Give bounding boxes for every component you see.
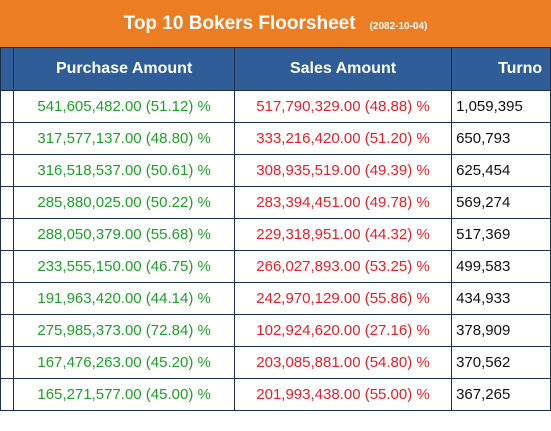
broker-cell — [0, 314, 15, 347]
turnover-cell: 370,562 — [451, 346, 551, 379]
turnover-cell: 1,059,395 — [451, 90, 551, 123]
turnover-cell: 569,274 — [451, 186, 551, 219]
table-row: 275,985,373.00 (72.84) % 102,924,620.00 (… — [0, 314, 551, 347]
table-row: 165,271,577.00 (45.00) % 201,993,438.00 (… — [0, 378, 551, 411]
column-header-turnover: Turno — [451, 47, 551, 91]
sales-amount-cell: 266,027,893.00 (53.25) % — [233, 250, 453, 283]
broker-cell — [0, 90, 15, 123]
table-row: 233,555,150.00 (46.75) % 266,027,893.00 (… — [0, 250, 551, 283]
sales-amount-cell: 229,318,951.00 (44.32) % — [233, 218, 453, 251]
purchase-amount-cell: 165,271,577.00 (45.00) % — [13, 378, 235, 411]
table-body: 541,605,482.00 (51.12) % 517,790,329.00 (… — [0, 90, 551, 411]
purchase-amount-cell: 316,518,537.00 (50.61) % — [13, 154, 235, 187]
turnover-cell: 367,265 — [451, 378, 551, 411]
sales-amount-cell: 308,935,519.00 (49.39) % — [233, 154, 453, 187]
broker-cell — [0, 250, 15, 283]
sales-amount-cell: 517,790,329.00 (48.88) % — [233, 90, 453, 123]
purchase-amount-cell: 275,985,373.00 (72.84) % — [13, 314, 235, 347]
broker-cell — [0, 378, 15, 411]
table-row: 285,880,025.00 (50.22) % 283,394,451.00 (… — [0, 186, 551, 219]
table-row: 167,476,263.00 (45.20) % 203,085,881.00 (… — [0, 346, 551, 379]
purchase-amount-cell: 288,050,379.00 (55.68) % — [13, 218, 235, 251]
turnover-cell: 650,793 — [451, 122, 551, 155]
turnover-cell: 517,369 — [451, 218, 551, 251]
column-header-broker — [0, 47, 15, 91]
sales-amount-cell: 203,085,881.00 (54.80) % — [233, 346, 453, 379]
purchase-amount-cell: 233,555,150.00 (46.75) % — [13, 250, 235, 283]
column-header-purchase: Purchase Amount — [13, 47, 235, 91]
broker-cell — [0, 154, 15, 187]
report-date: (2082-10-04) — [369, 20, 428, 32]
broker-cell — [0, 282, 15, 315]
table-row: 288,050,379.00 (55.68) % 229,318,951.00 (… — [0, 218, 551, 251]
title-bar: Top 10 Bokers Floorsheet (2082-10-04) — [0, 0, 551, 47]
purchase-amount-cell: 317,577,137.00 (48.80) % — [13, 122, 235, 155]
broker-cell — [0, 218, 15, 251]
table-row: 316,518,537.00 (50.61) % 308,935,519.00 (… — [0, 154, 551, 187]
sales-amount-cell: 102,924,620.00 (27.16) % — [233, 314, 453, 347]
turnover-cell: 434,933 — [451, 282, 551, 315]
sales-amount-cell: 242,970,129.00 (55.86) % — [233, 282, 453, 315]
broker-cell — [0, 122, 15, 155]
sales-amount-cell: 201,993,438.00 (55.00) % — [233, 378, 453, 411]
table-row: 317,577,137.00 (48.80) % 333,216,420.00 (… — [0, 122, 551, 155]
broker-cell — [0, 346, 15, 379]
purchase-amount-cell: 167,476,263.00 (45.20) % — [13, 346, 235, 379]
page-title: Top 10 Bokers Floorsheet — [123, 12, 356, 34]
floorsheet-table: Purchase Amount Sales Amount Turno 541,6… — [0, 47, 551, 411]
purchase-amount-cell: 191,963,420.00 (44.14) % — [13, 282, 235, 315]
table-header-row: Purchase Amount Sales Amount Turno — [0, 47, 551, 91]
purchase-amount-cell: 285,880,025.00 (50.22) % — [13, 186, 235, 219]
column-header-sales: Sales Amount — [233, 47, 453, 91]
sales-amount-cell: 333,216,420.00 (51.20) % — [233, 122, 453, 155]
turnover-cell: 378,909 — [451, 314, 551, 347]
turnover-cell: 499,583 — [451, 250, 551, 283]
turnover-cell: 625,454 — [451, 154, 551, 187]
purchase-amount-cell: 541,605,482.00 (51.12) % — [13, 90, 235, 123]
table-row: 191,963,420.00 (44.14) % 242,970,129.00 (… — [0, 282, 551, 315]
broker-cell — [0, 186, 15, 219]
sales-amount-cell: 283,394,451.00 (49.78) % — [233, 186, 453, 219]
table-row: 541,605,482.00 (51.12) % 517,790,329.00 (… — [0, 90, 551, 123]
